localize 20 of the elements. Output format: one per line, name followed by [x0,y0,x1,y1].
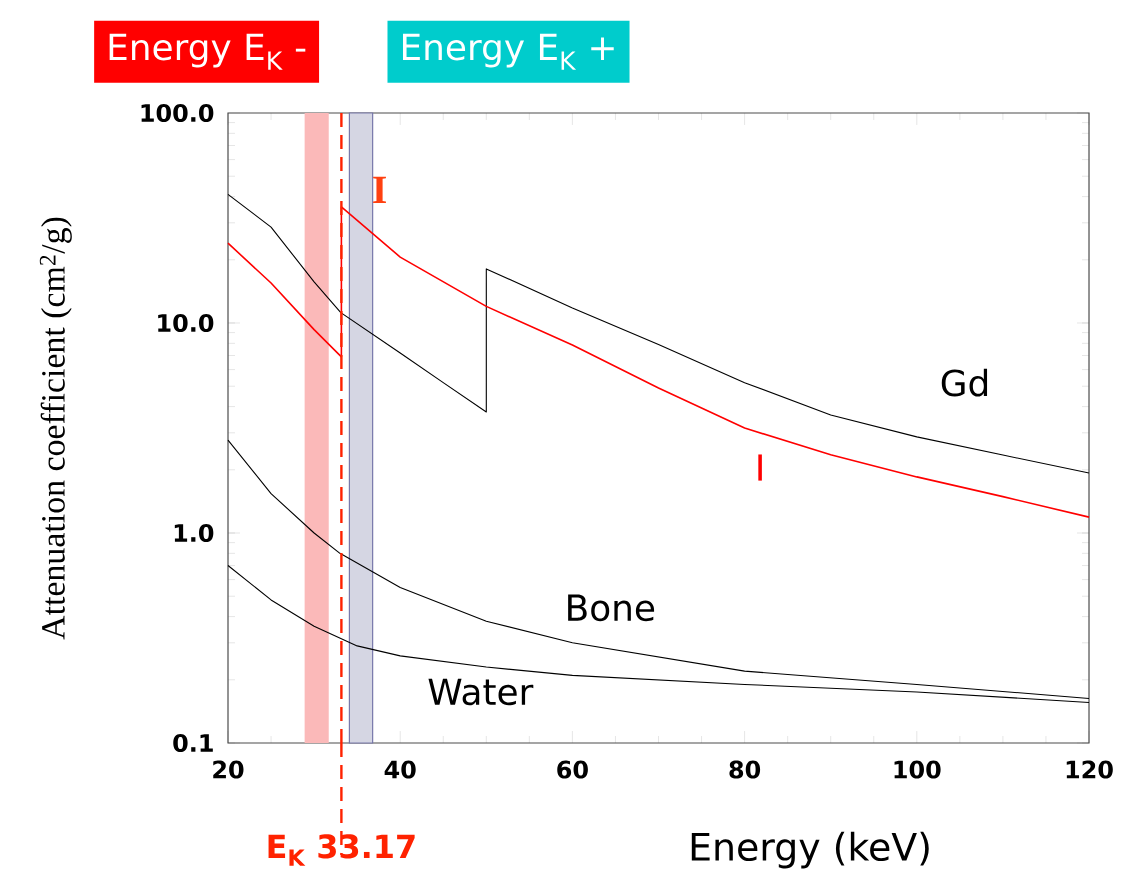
y-tick-label: 10.0 [158,313,214,333]
series-label: Water [428,678,534,706]
x-tick-label: 40 [384,760,416,779]
x-tick-label: 20 [213,760,244,779]
ref-line-label: E$_{K}$ 33.17 [268,834,415,866]
x-tick-label: 120 [1066,760,1113,779]
band-label: Energy E$_{K}$ + [403,33,614,70]
series-label: I [758,454,762,481]
series-label: Bone [568,594,655,622]
x-tick-label: 80 [729,760,761,779]
y-tick-label: 0.1 [173,733,213,753]
x-tick-label: 60 [557,760,588,779]
series-label: Gd [941,368,988,397]
annotation: I [373,176,386,203]
x-tick-label: 100 [894,760,941,779]
band-label: Energy E$_{K}$ - [109,33,306,70]
y-axis-title: Attenuation coefficient (cm$^{2}$/g) [39,217,72,640]
x-axis-title: Energy (keV) [691,831,929,869]
y-tick-label: 100.0 [141,103,214,123]
y-tick-label: 1.0 [174,523,214,543]
